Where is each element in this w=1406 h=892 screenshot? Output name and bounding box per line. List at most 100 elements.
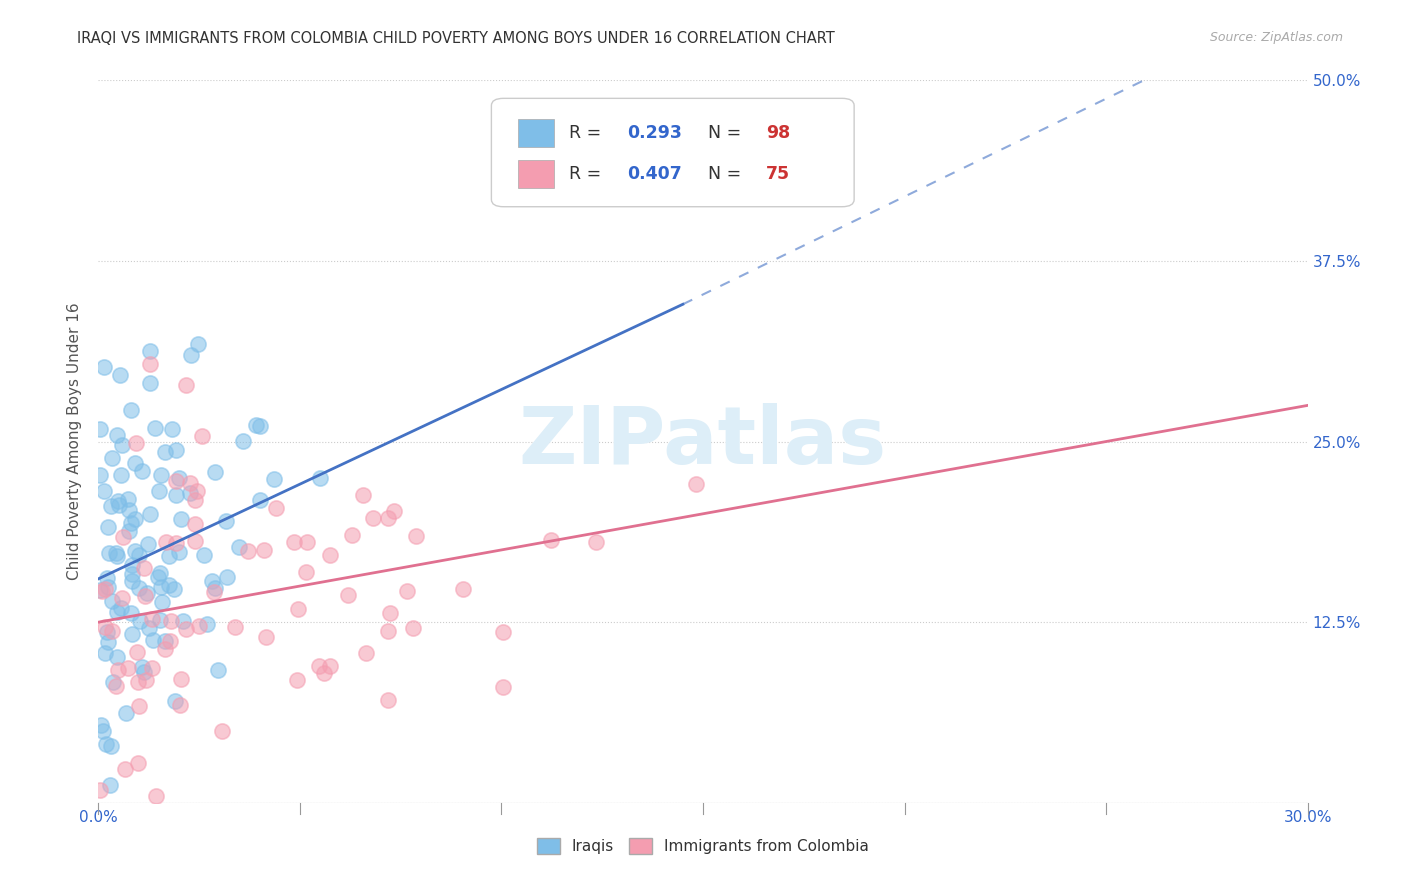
Point	[285, 673, 308, 687]
Point	[136, 537, 159, 551]
Point	[100, 778, 122, 792]
Point	[155, 534, 177, 549]
Point	[184, 516, 207, 531]
Point	[104, 546, 127, 560]
Point	[100, 739, 122, 754]
Point	[141, 661, 163, 675]
Point	[138, 507, 160, 521]
Point	[97, 581, 120, 595]
Point	[186, 484, 208, 499]
Point	[211, 724, 233, 739]
Point	[165, 536, 187, 550]
Point	[204, 465, 226, 479]
Text: R =: R =	[569, 124, 606, 142]
Point	[148, 483, 170, 498]
Point	[179, 486, 201, 500]
Point	[165, 443, 187, 458]
Point	[169, 698, 191, 712]
Point	[193, 548, 215, 562]
Point	[264, 501, 287, 516]
Text: 98: 98	[766, 124, 790, 142]
Point	[685, 477, 707, 491]
Point	[197, 616, 219, 631]
Point	[124, 512, 146, 526]
Point	[101, 674, 124, 689]
Point	[377, 693, 399, 707]
Point	[170, 673, 193, 687]
Point	[132, 560, 155, 574]
Point	[585, 534, 607, 549]
Point	[361, 511, 384, 525]
Point	[124, 544, 146, 558]
Point	[105, 680, 128, 694]
Point	[114, 762, 136, 776]
Point	[215, 570, 238, 584]
Point	[319, 659, 342, 673]
Point	[97, 635, 120, 649]
Point	[115, 706, 138, 720]
FancyBboxPatch shape	[517, 120, 554, 147]
Point	[201, 574, 224, 588]
Point	[127, 756, 149, 771]
Point	[165, 475, 187, 489]
Point	[93, 483, 115, 498]
Point	[236, 544, 259, 558]
Point	[118, 524, 141, 539]
Point	[91, 584, 114, 599]
Point	[179, 475, 201, 490]
Point	[90, 718, 112, 732]
Point	[153, 634, 176, 648]
Point	[107, 549, 129, 563]
Point	[167, 471, 190, 485]
Point	[96, 571, 118, 585]
Point	[93, 620, 115, 634]
Point	[110, 468, 132, 483]
Point	[295, 534, 318, 549]
Point	[184, 492, 207, 507]
Point	[128, 614, 150, 628]
Point	[134, 589, 156, 603]
Point	[143, 421, 166, 435]
Point	[187, 619, 209, 633]
Point	[308, 658, 330, 673]
Legend: Iraqis, Immigrants from Colombia: Iraqis, Immigrants from Colombia	[530, 832, 876, 860]
Point	[120, 403, 142, 417]
Point	[101, 594, 124, 608]
Point	[160, 422, 183, 436]
Point	[121, 558, 143, 572]
Point	[160, 614, 183, 628]
Point	[105, 649, 128, 664]
Point	[249, 419, 271, 434]
Point	[180, 348, 202, 362]
Point	[142, 633, 165, 648]
Point	[117, 491, 139, 506]
Point	[131, 464, 153, 478]
Point	[283, 534, 305, 549]
Point	[174, 378, 197, 392]
Point	[118, 502, 141, 516]
Text: 0.293: 0.293	[627, 124, 682, 142]
Point	[224, 620, 246, 634]
Point	[174, 622, 197, 636]
Point	[204, 581, 226, 595]
Point	[184, 534, 207, 549]
Point	[377, 624, 399, 638]
Text: ZIPatlas: ZIPatlas	[519, 402, 887, 481]
Point	[121, 627, 143, 641]
FancyBboxPatch shape	[517, 161, 554, 188]
Point	[395, 583, 418, 598]
Text: N =: N =	[707, 124, 747, 142]
Point	[120, 606, 142, 620]
Point	[117, 661, 139, 675]
Point	[128, 581, 150, 595]
Text: IRAQI VS IMMIGRANTS FROM COLOMBIA CHILD POVERTY AMONG BOYS UNDER 16 CORRELATION : IRAQI VS IMMIGRANTS FROM COLOMBIA CHILD …	[77, 31, 835, 46]
Point	[125, 645, 148, 659]
Point	[451, 582, 474, 596]
Point	[228, 541, 250, 555]
Point	[139, 357, 162, 371]
Point	[319, 549, 342, 563]
Point	[354, 646, 377, 660]
Point	[108, 498, 131, 512]
Point	[405, 529, 427, 543]
Point	[128, 699, 150, 714]
